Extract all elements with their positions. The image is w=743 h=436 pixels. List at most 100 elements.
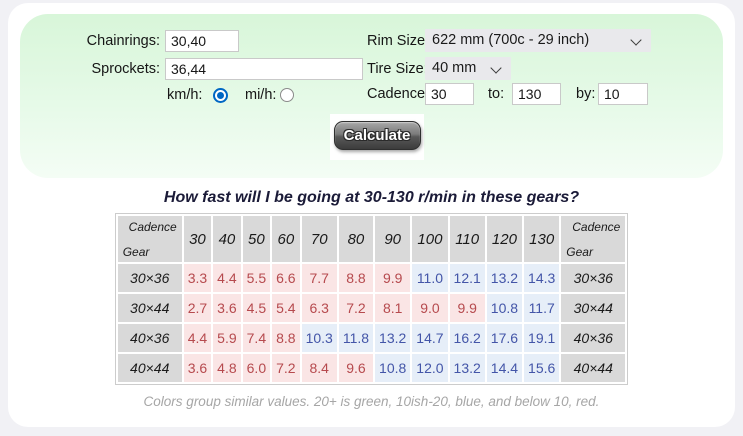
cadence-to-label: to: (488, 86, 505, 102)
speed-cell: 7.4 (242, 324, 271, 352)
sprockets-label: Sprockets: (91, 61, 161, 77)
speed-cell: 15.6 (524, 354, 560, 382)
kmh-radio[interactable] (213, 88, 228, 103)
rim-size-select[interactable]: 622 mm (700c - 29 inch) (425, 29, 651, 52)
speed-cell: 10.8 (486, 294, 523, 322)
speed-cell: 11.0 (412, 264, 448, 292)
speed-cell: 4.4 (213, 264, 241, 292)
speed-cell: 10.3 (301, 324, 337, 352)
speed-cell: 9.6 (338, 354, 374, 382)
cadence-to-input[interactable] (512, 83, 561, 105)
cadence-label: Cadence: (367, 86, 430, 102)
sprockets-input[interactable] (165, 58, 363, 80)
speed-cell: 12.1 (449, 264, 485, 292)
cadence-header: 90 (375, 216, 411, 262)
gear-label: 40×36 (117, 324, 182, 352)
rim-size-value: 622 mm (700c - 29 inch) (432, 32, 590, 48)
speed-cell: 3.6 (183, 354, 212, 382)
gear-label: 40×36 (561, 324, 626, 352)
cadence-by-input[interactable] (598, 83, 648, 105)
speed-cell: 9.9 (449, 294, 485, 322)
cadence-header: 80 (338, 216, 374, 262)
table-header-row: Cadence Gear 30 40 50 60 70 80 90 100 110 120 130 Cad… (117, 216, 626, 262)
speed-cell: 12.0 (412, 354, 448, 382)
chainrings-input[interactable] (165, 30, 239, 52)
cadence-header: 120 (486, 216, 523, 262)
mih-label: mi/h: (245, 87, 277, 103)
cadence-header: 40 (213, 216, 241, 262)
corner-gear-text: Gear (122, 244, 150, 259)
speed-cell: 7.2 (272, 354, 300, 382)
speed-cell: 11.8 (338, 324, 374, 352)
speed-cell: 7.7 (301, 264, 337, 292)
speed-cell: 3.3 (183, 264, 212, 292)
results-title: How fast will I be going at 30-130 r/min… (163, 189, 580, 206)
chainrings-label: Chainrings: (86, 33, 160, 49)
speed-cell: 14.7 (412, 324, 448, 352)
speed-cell: 6.0 (242, 354, 271, 382)
speed-cell: 8.1 (375, 294, 411, 322)
speed-cell: 5.4 (272, 294, 300, 322)
speed-cell: 13.2 (486, 264, 523, 292)
speed-cell: 5.9 (213, 324, 241, 352)
cadence-gear-corner-cell: Cadence Gear (117, 216, 182, 262)
kmh-label: km/h: (167, 87, 203, 103)
rim-size-label: Rim Size: (367, 33, 430, 49)
corner-gear-text: Gear (566, 244, 593, 259)
cadence-header: 70 (301, 216, 337, 262)
corner-cadence-text: Cadence (128, 219, 177, 234)
speed-cell: 4.5 (242, 294, 271, 322)
results-section: How fast will I be going at 30-130 r/min… (8, 189, 735, 409)
speed-cell: 19.1 (524, 324, 560, 352)
speed-cell: 7.2 (338, 294, 374, 322)
speed-cell: 9.0 (412, 294, 448, 322)
gear-label: 40×44 (117, 354, 182, 382)
gear-label: 30×44 (561, 294, 626, 322)
chevron-down-icon (490, 62, 502, 74)
speed-cell: 6.3 (301, 294, 337, 322)
tire-size-value: 40 mm (432, 60, 477, 76)
speed-cell: 13.2 (449, 354, 485, 382)
input-panel: Chainrings: Sprockets: km/h: mi/h: Rim S… (20, 14, 723, 178)
speed-cell: 2.7 (183, 294, 212, 322)
table-row: 30×36 3.3 4.4 5.5 6.6 7.7 8.8 9.9 11.0 12.1 13.2 14… (117, 264, 626, 292)
cadence-header: 60 (272, 216, 300, 262)
cadence-header: 50 (242, 216, 271, 262)
gear-speed-table: Cadence Gear 30 40 50 60 70 80 90 100 110 120 130 Cad… (114, 213, 629, 385)
speed-cell: 14.4 (486, 354, 523, 382)
tire-size-select[interactable]: 40 mm (425, 57, 511, 80)
speed-cell: 10.8 (375, 354, 411, 382)
cadence-header: 30 (183, 216, 212, 262)
tire-size-label: Tire Size: (367, 61, 428, 77)
cadence-gear-corner-cell: Cadence Gear (561, 216, 626, 262)
table-row: 40×36 4.4 5.9 7.4 8.8 10.3 11.8 13.2 14.7 16.2 17.… (117, 324, 626, 352)
cadence-header: 110 (449, 216, 485, 262)
speed-cell: 4.8 (213, 354, 241, 382)
chevron-down-icon (630, 34, 642, 46)
table-row: 30×44 2.7 3.6 4.5 5.4 6.3 7.2 8.1 9.0 9.9 10.8 11.7… (117, 294, 626, 322)
calculate-button-patch: Calculate (330, 114, 424, 160)
speed-cell: 17.6 (486, 324, 523, 352)
speed-cell: 16.2 (449, 324, 485, 352)
calculate-button[interactable]: Calculate (333, 121, 421, 150)
table-row: 40×44 3.6 4.8 6.0 7.2 8.4 9.6 10.8 12.0 13.2 14.4 1… (117, 354, 626, 382)
speed-cell: 8.8 (338, 264, 374, 292)
gear-label: 30×44 (117, 294, 182, 322)
cadence-header: 100 (412, 216, 448, 262)
speed-cell: 8.4 (301, 354, 337, 382)
gear-label: 40×44 (561, 354, 626, 382)
gear-label: 30×36 (117, 264, 182, 292)
speed-cell: 13.2 (375, 324, 411, 352)
cadence-from-input[interactable] (425, 83, 474, 105)
calculator-card: Chainrings: Sprockets: km/h: mi/h: Rim S… (8, 3, 735, 427)
cadence-header: 130 (524, 216, 560, 262)
speed-cell: 6.6 (272, 264, 300, 292)
cadence-by-label: by: (576, 86, 596, 102)
speed-cell: 8.8 (272, 324, 300, 352)
speed-cell: 14.3 (524, 264, 560, 292)
color-legend-caption: Colors group similar values. 20+ is gree… (143, 394, 600, 409)
gear-label: 30×36 (561, 264, 626, 292)
mih-radio[interactable] (280, 88, 294, 102)
speed-cell: 9.9 (375, 264, 411, 292)
speed-cell: 4.4 (183, 324, 212, 352)
